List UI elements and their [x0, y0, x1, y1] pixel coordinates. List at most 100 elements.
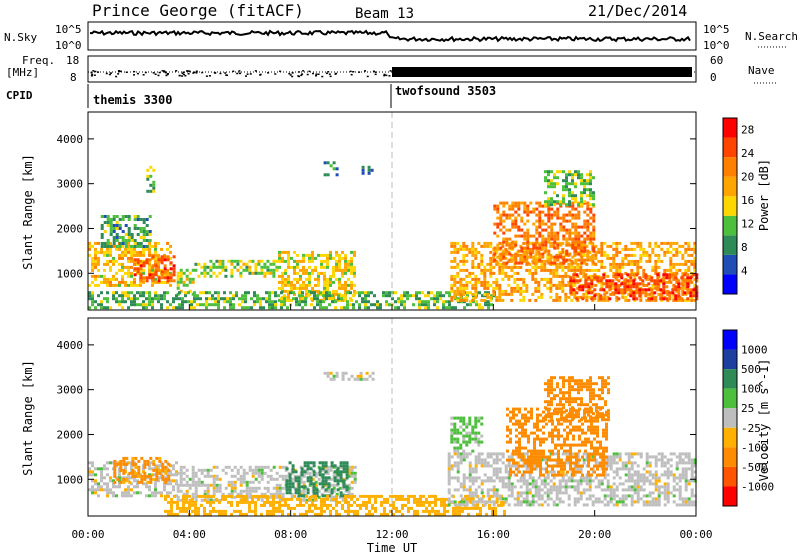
heatmap-cell [242, 468, 246, 472]
heatmap-cell [612, 461, 616, 465]
heatmap-cell [251, 486, 255, 490]
heatmap-cell [456, 503, 460, 507]
heatmap-cell [450, 250, 454, 254]
heatmap-cell [571, 182, 574, 186]
heatmap-cell [212, 498, 216, 502]
heatmap-cell [418, 291, 421, 295]
heatmap-cell [121, 256, 124, 260]
heatmap-cell [612, 259, 616, 263]
heatmap-cell [537, 476, 541, 480]
heatmap-cell [345, 461, 349, 465]
heatmap-cell [562, 216, 566, 220]
heatmap-cell [547, 170, 550, 174]
heatmap-cell [130, 300, 133, 304]
heatmap-cell [166, 279, 170, 283]
heatmap-cell [100, 242, 104, 245]
heatmap-cell [254, 477, 258, 481]
heatmap-cell [553, 182, 556, 186]
heatmap-cell [686, 285, 690, 289]
heatmap-cell [410, 494, 413, 498]
heatmap-cell [549, 295, 553, 299]
heatmap-cell [133, 268, 136, 272]
heatmap-cell [695, 291, 699, 295]
heatmap-cell [263, 274, 267, 278]
heatmap-cell [239, 509, 242, 513]
heatmap-cell [592, 197, 595, 201]
heatmap-cell [278, 250, 281, 254]
heatmap-cell [299, 259, 302, 263]
heatmap-cell [508, 213, 512, 217]
heatmap-cell [121, 280, 124, 284]
heatmap-cell [447, 503, 451, 507]
heatmap-cell [191, 503, 194, 507]
heatmap-cell [169, 303, 172, 307]
heatmap-cell [145, 306, 148, 310]
heatmap-cell [341, 498, 345, 502]
heatmap-cell [654, 244, 658, 248]
heatmap-cell [367, 168, 371, 172]
heatmap-cell [202, 291, 205, 295]
heatmap-cell [486, 455, 490, 459]
heatmap-cell [287, 256, 290, 260]
heatmap-cell [471, 298, 475, 302]
heatmap-cell [347, 262, 350, 266]
heatmap-cell [623, 285, 627, 289]
freq-dot [301, 73, 304, 75]
heatmap-cell [428, 509, 431, 513]
heatmap-cell [517, 207, 521, 211]
heatmap-cell [645, 470, 649, 474]
heatmap-cell [543, 485, 547, 489]
heatmap-cell [196, 303, 199, 307]
heatmap-cell [115, 245, 119, 248]
heatmap-cell [407, 509, 410, 513]
heatmap-cell [263, 271, 267, 275]
heatmap-cell [118, 224, 122, 227]
heatmap-cell [582, 292, 586, 296]
heatmap-cell [260, 474, 264, 478]
heatmap-cell [483, 298, 487, 302]
heatmap-cell [471, 491, 475, 495]
heatmap-cell [155, 477, 159, 481]
heatmap-cell [106, 488, 109, 492]
heatmap-cell [540, 494, 544, 498]
heatmap-cell [571, 231, 575, 235]
heatmap-cell [341, 286, 344, 290]
heatmap-cell [462, 286, 466, 290]
heatmap-cell [453, 503, 457, 507]
freq-dot [306, 73, 309, 76]
heatmap-cell [203, 494, 206, 498]
heatmap-cell [173, 500, 176, 504]
heatmap-cell [406, 291, 409, 295]
heatmap-cell [268, 306, 271, 310]
heatmap-cell [343, 306, 346, 310]
heatmap-cell [602, 273, 606, 277]
heatmap-cell [579, 265, 583, 269]
heatmap-cell [371, 494, 374, 498]
heatmap-cell [552, 503, 556, 507]
heatmap-cell [344, 289, 347, 293]
heatmap-cell [133, 267, 137, 271]
heatmap-cell [507, 494, 511, 498]
heatmap-cell [121, 291, 124, 295]
heatmap-cell [151, 473, 154, 477]
heatmap-cell [139, 276, 143, 280]
heatmap-cell [650, 279, 654, 283]
heatmap-cell [455, 509, 458, 513]
heatmap-cell [422, 494, 425, 498]
heatmap-cell [516, 494, 520, 498]
heatmap-cell [615, 467, 619, 471]
heatmap-cell [244, 300, 247, 304]
heatmap-cell [326, 506, 329, 510]
heatmap-cell [609, 292, 613, 296]
heatmap-cell [589, 194, 592, 198]
heatmap-cell [323, 253, 326, 257]
heatmap-cell [544, 243, 548, 247]
heatmap-cell [482, 503, 485, 507]
heatmap-cell [565, 182, 568, 186]
heatmap-cell [290, 492, 294, 496]
heatmap-cell [456, 247, 460, 251]
heatmap-cell [555, 286, 559, 290]
heatmap-cell [627, 473, 631, 477]
heatmap-cell [301, 294, 304, 298]
